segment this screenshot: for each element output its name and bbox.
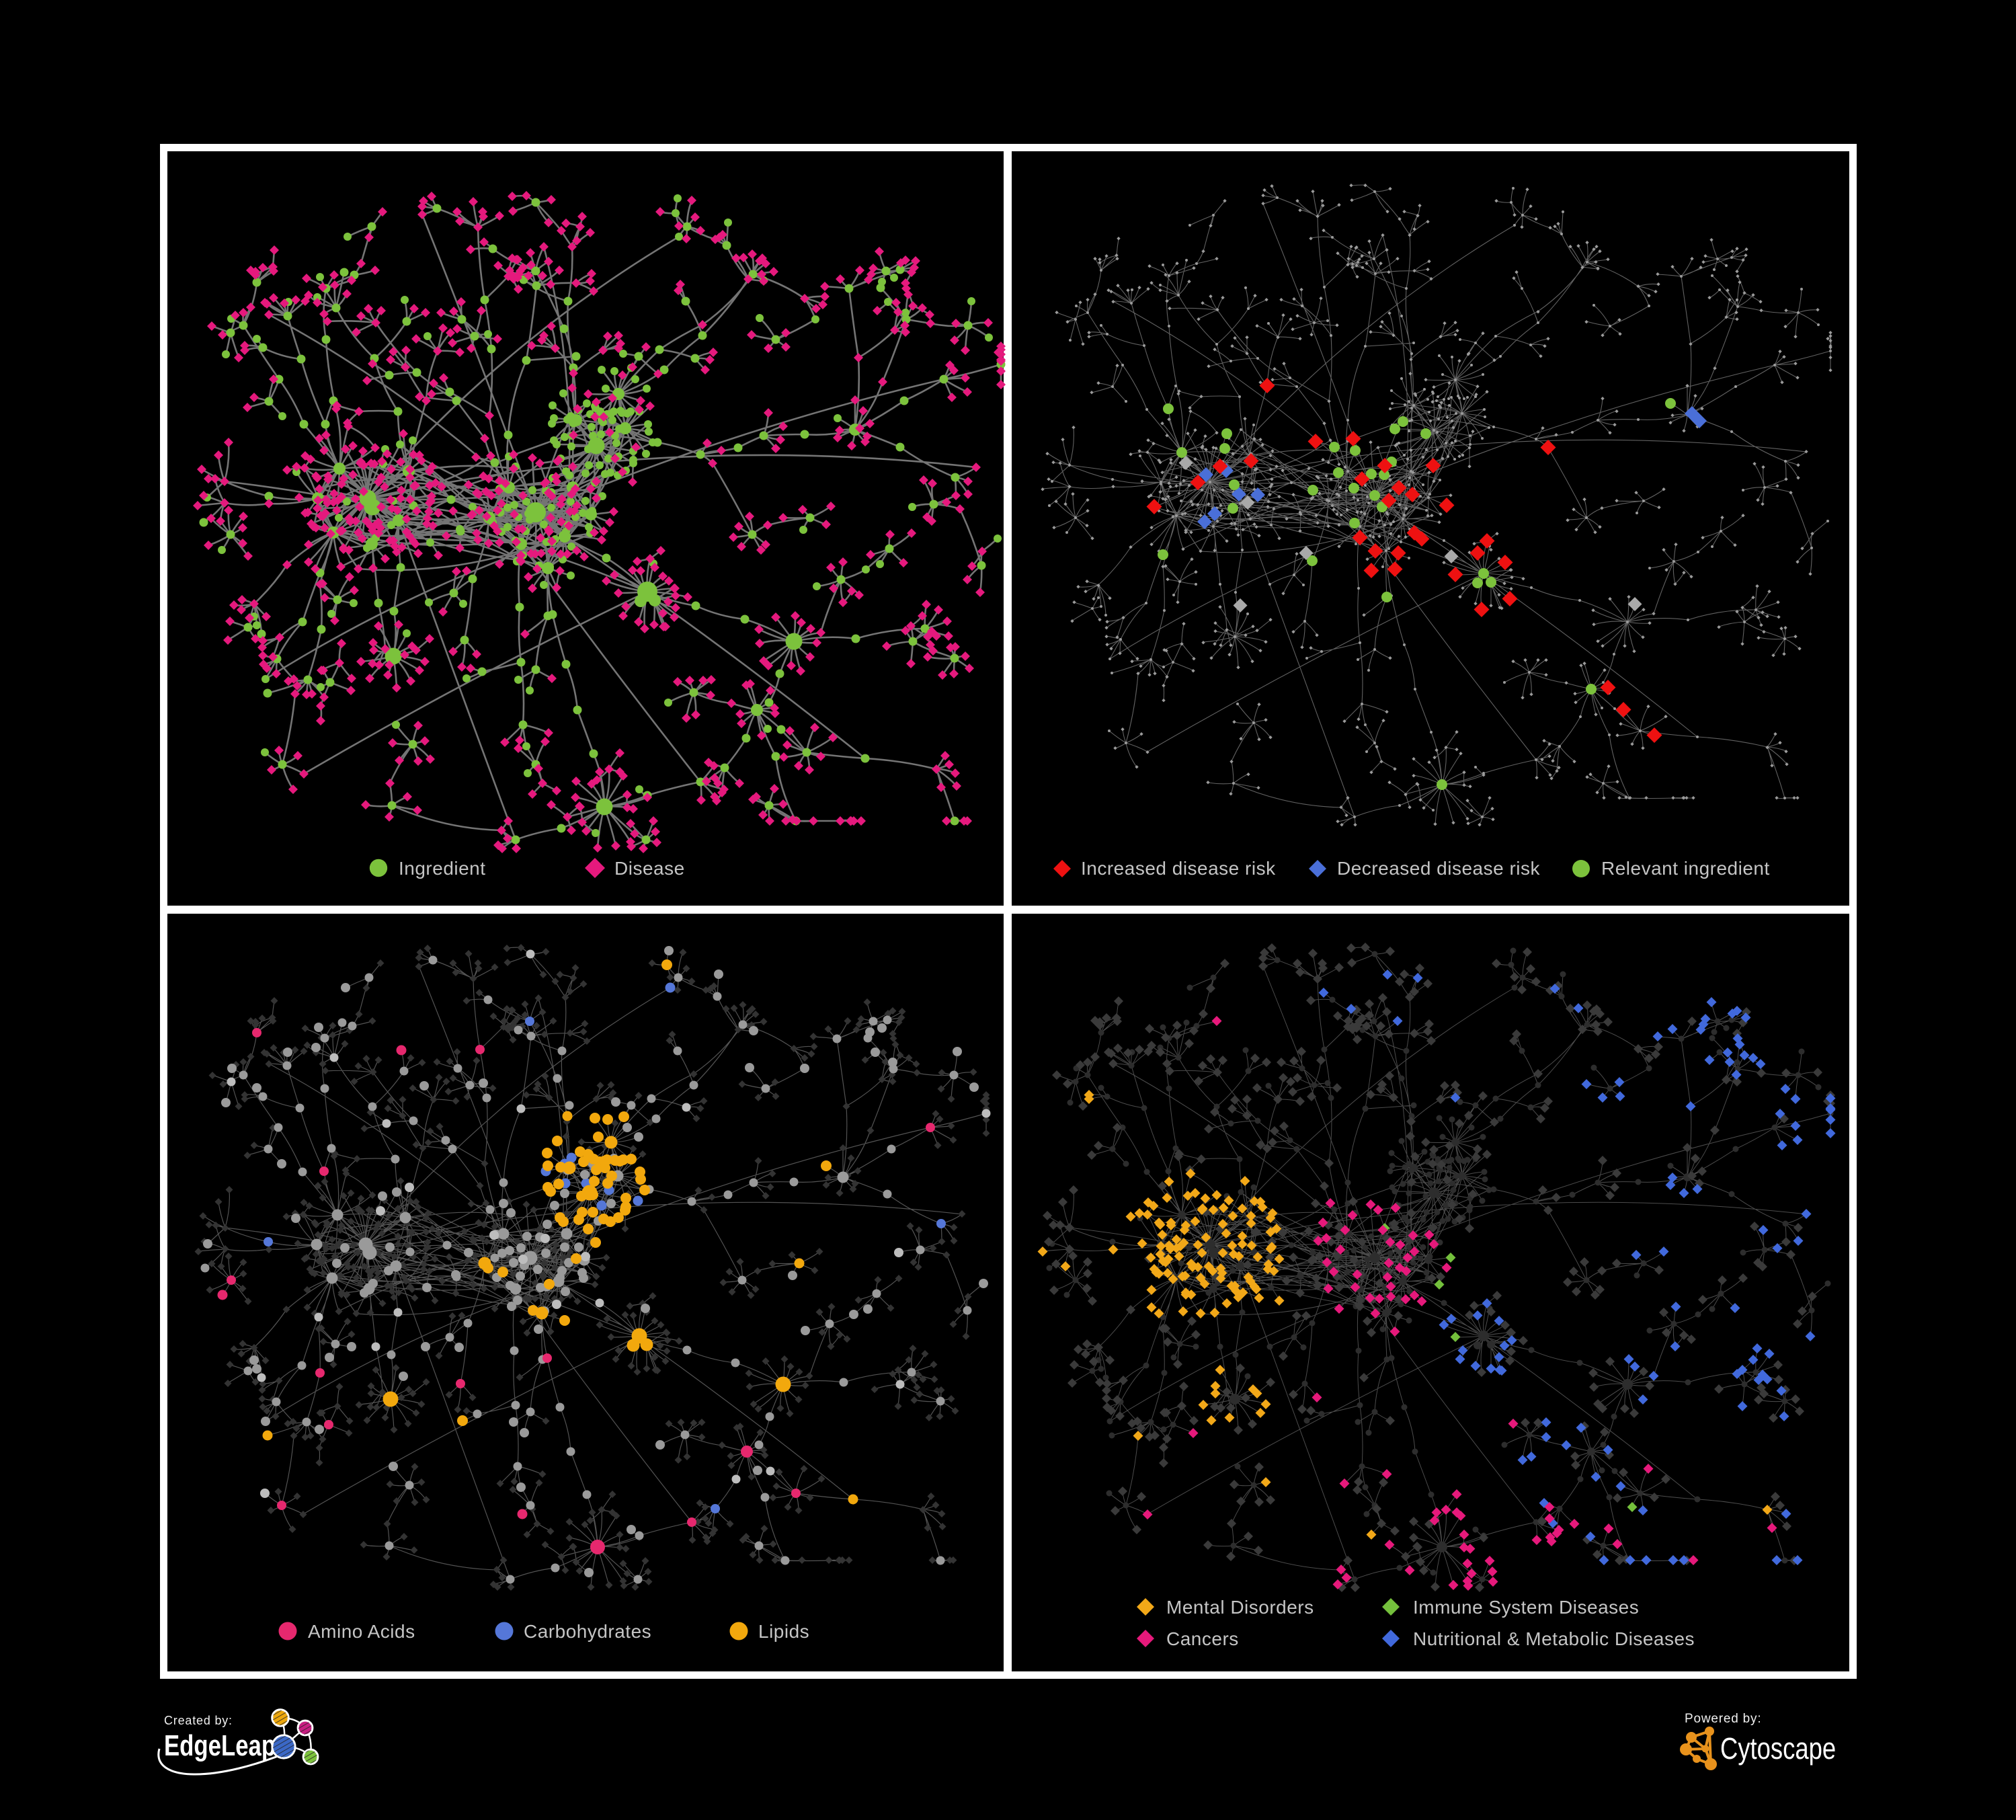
svg-text:Lipids: Lipids (758, 1621, 809, 1642)
svg-text:Immune System Diseases: Immune System Diseases (1413, 1597, 1639, 1618)
svg-text:Cancers: Cancers (1166, 1628, 1239, 1649)
svg-text:Disease: Disease (614, 858, 685, 879)
svg-text:Created by:: Created by: (164, 1714, 233, 1727)
svg-text:Ingredient: Ingredient (399, 858, 486, 879)
svg-text:Increased disease risk: Increased disease risk (1081, 858, 1276, 879)
svg-text:Nutritional & Metabolic Diseas: Nutritional & Metabolic Diseases (1413, 1628, 1695, 1649)
svg-text:Mental Disorders: Mental Disorders (1166, 1597, 1314, 1618)
svg-text:Amino Acids: Amino Acids (308, 1621, 415, 1642)
svg-text:Powered by:: Powered by: (1685, 1712, 1761, 1726)
svg-text:Cytoscape: Cytoscape (1720, 1731, 1836, 1766)
svg-text:Decreased disease risk: Decreased disease risk (1337, 858, 1541, 879)
svg-text:EdgeLeap: EdgeLeap (164, 1729, 276, 1762)
svg-text:Carbohydrates: Carbohydrates (524, 1621, 651, 1642)
svg-text:Relevant ingredient: Relevant ingredient (1601, 858, 1770, 879)
